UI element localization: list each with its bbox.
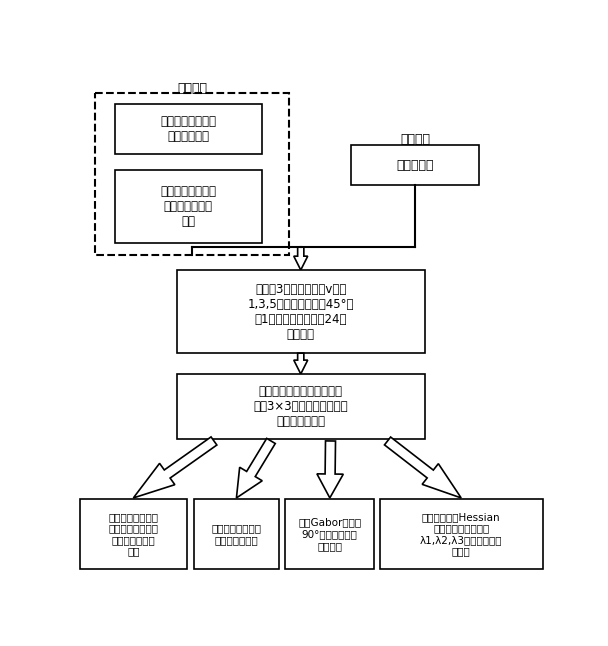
- Polygon shape: [294, 247, 308, 270]
- Polygon shape: [237, 439, 275, 498]
- Bar: [351, 145, 479, 185]
- Text: 以每个采样点为中心，得到
一个3×3的矩阵，计算该矩
阵的四个特征；: 以每个采样点为中心，得到 一个3×3的矩阵，计算该矩 阵的四个特征；: [254, 385, 348, 428]
- Bar: [285, 499, 375, 568]
- Text: 该区域的平均曲率
作为曲率特征；: 该区域的平均曲率 作为曲率特征；: [212, 523, 261, 545]
- Text: 二维Gabor滤波以
90°过滤，得到纹
理特征；: 二维Gabor滤波以 90°过滤，得到纹 理特征；: [299, 517, 361, 551]
- Bar: [95, 93, 289, 255]
- Bar: [194, 499, 279, 568]
- Polygon shape: [294, 353, 308, 374]
- Text: 计算该矩阵的平均
灰度值作为该采样
点的平均灰度特
征；: 计算该矩阵的平均 灰度值作为该采样 点的平均灰度特 征；: [108, 512, 158, 557]
- Text: 将中心线体素作为
正训练样本；: 将中心线体素作为 正训练样本；: [161, 115, 216, 143]
- Bar: [380, 499, 542, 568]
- Polygon shape: [133, 437, 217, 498]
- Bar: [177, 374, 425, 439]
- Polygon shape: [317, 441, 344, 498]
- Bar: [115, 104, 262, 154]
- Bar: [177, 270, 425, 353]
- Text: 训练样本: 训练样本: [178, 82, 207, 95]
- Text: 根据图3，在与当前点v距离
1,3,5个体素处，每隔45°选
取1个采样点，共得到24个
采样点；: 根据图3，在与当前点v距离 1,3,5个体素处，每隔45°选 取1个采样点，共得…: [247, 282, 354, 340]
- Bar: [115, 170, 262, 243]
- Polygon shape: [384, 437, 461, 498]
- Text: 计算采样点的Hessian
矩阵，矩阵的特征值
λ1,λ2,λ3作为血管结构
特征；: 计算采样点的Hessian 矩阵，矩阵的特征值 λ1,λ2,λ3作为血管结构 特…: [420, 512, 502, 557]
- Bar: [80, 499, 187, 568]
- Text: 测试样本: 测试样本: [400, 132, 430, 145]
- Text: 血管数据；: 血管数据；: [396, 159, 434, 172]
- Text: 随机选取非血管区
域作为负训练样
本；: 随机选取非血管区 域作为负训练样 本；: [161, 185, 216, 228]
